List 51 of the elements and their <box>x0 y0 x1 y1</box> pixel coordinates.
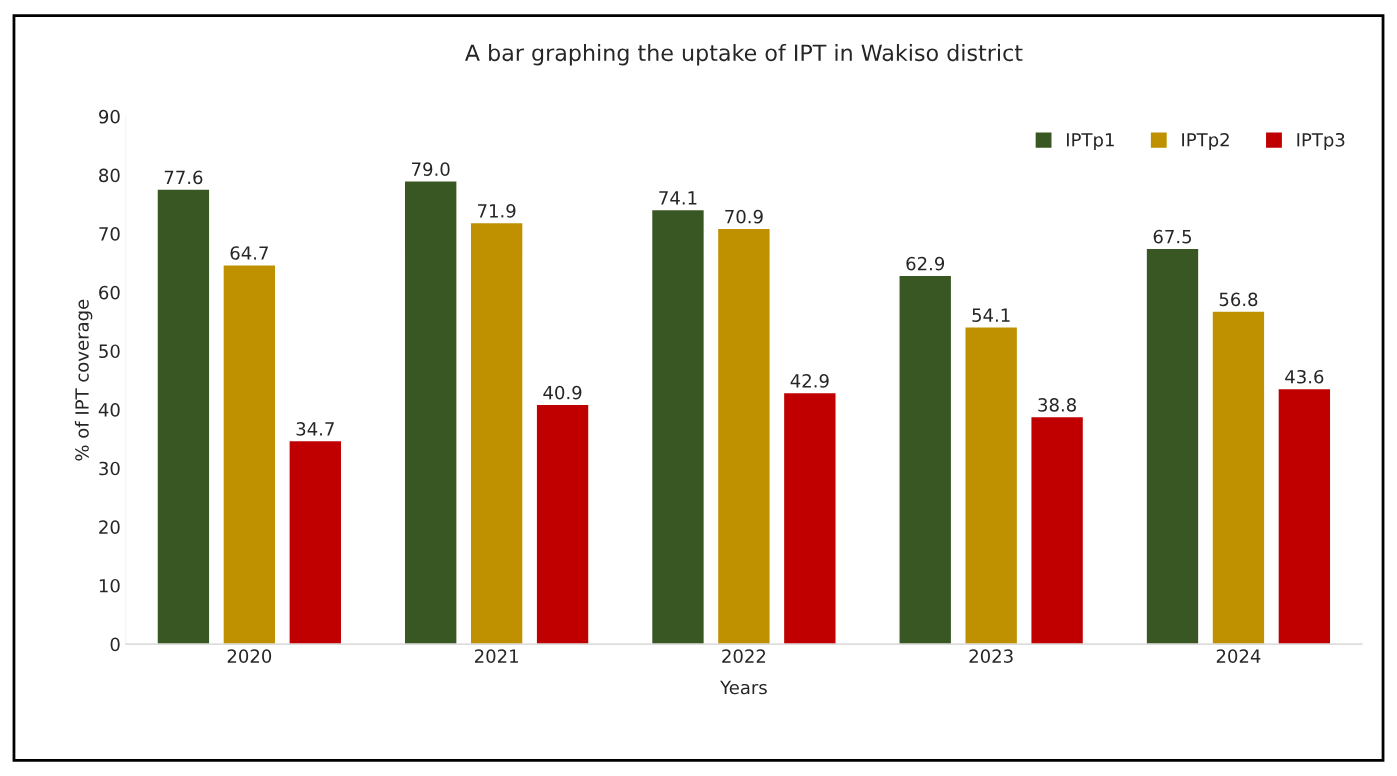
bar <box>535 403 590 645</box>
bar <box>1145 247 1200 645</box>
bar <box>898 274 953 645</box>
bar <box>156 188 211 645</box>
legend-label: IPTp3 <box>1297 132 1345 151</box>
y-tick-label: 30 <box>99 461 120 476</box>
data-label: 38.8 <box>1038 398 1076 412</box>
data-label: 71.9 <box>478 203 516 218</box>
legend-label: IPTp1 <box>1067 133 1114 151</box>
bar <box>650 208 706 645</box>
bar <box>1030 415 1085 645</box>
x-tick-label: 2024 <box>1216 649 1261 663</box>
y-tick-label: 0 <box>110 637 120 652</box>
y-tick-label: 40 <box>98 403 120 417</box>
data-label: 56.8 <box>1219 292 1258 307</box>
y-tick-label: 50 <box>99 344 120 359</box>
data-label: 54.1 <box>972 308 1010 322</box>
y-tick-label: 70 <box>99 227 120 241</box>
data-label: 64.7 <box>230 246 268 260</box>
data-label: 34.7 <box>296 422 334 436</box>
data-label: 70.9 <box>725 209 763 224</box>
data-label: 40.9 <box>543 385 582 400</box>
y-axis-title: % of IPT coverage <box>74 299 93 461</box>
y-tick-label: 80 <box>99 168 120 183</box>
x-tick-label: 2023 <box>969 649 1013 663</box>
data-label: 77.6 <box>164 170 203 185</box>
x-axis-title: Years <box>720 680 767 695</box>
bar <box>716 227 771 645</box>
data-label: 67.5 <box>1153 229 1192 244</box>
chart-title: A bar graphing the uptake of IPT in Wakiso district <box>464 43 1023 66</box>
bar <box>964 326 1019 645</box>
data-label: 79.0 <box>412 162 450 177</box>
bar <box>403 180 458 645</box>
bar <box>1211 310 1266 645</box>
x-tick-label: 2022 <box>722 649 766 663</box>
x-tick-label: 2021 <box>474 649 518 663</box>
legend-label: IPTp2 <box>1182 132 1229 151</box>
y-tick-label: 20 <box>99 520 120 534</box>
bar <box>288 439 343 645</box>
y-tick-label: 10 <box>99 578 120 593</box>
y-tick-label: 90 <box>99 109 120 124</box>
bar <box>1277 387 1332 645</box>
data-label: 42.9 <box>790 374 829 388</box>
bar <box>469 221 524 645</box>
data-label: 43.6 <box>1285 369 1324 384</box>
y-tick-label: 60 <box>99 285 120 300</box>
data-label: 74.1 <box>659 191 697 205</box>
bar <box>222 264 277 645</box>
x-tick-label: 2020 <box>227 649 272 663</box>
data-label: 62.9 <box>906 256 945 271</box>
bar <box>782 391 837 645</box>
